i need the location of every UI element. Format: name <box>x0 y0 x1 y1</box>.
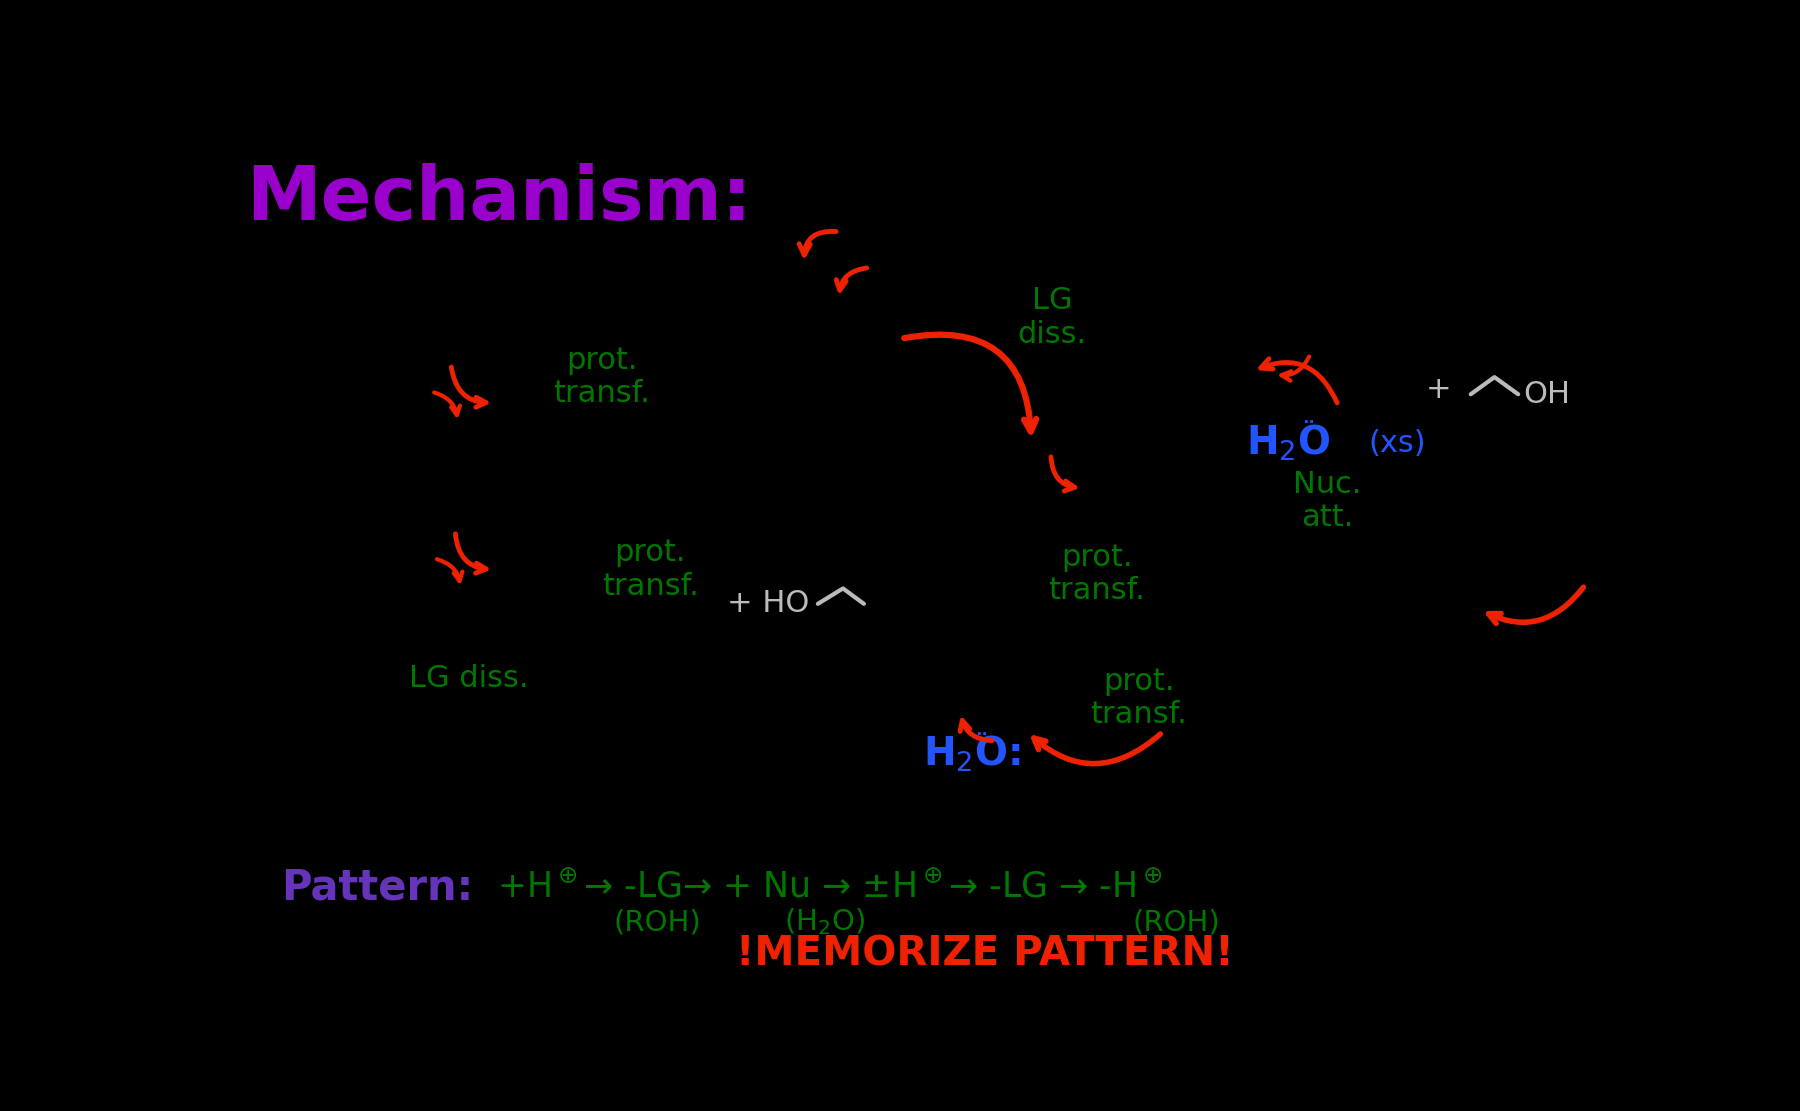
Text: LG diss.: LG diss. <box>409 663 529 693</box>
Text: prot.
transf.: prot. transf. <box>553 346 650 409</box>
Text: LG
diss.: LG diss. <box>1017 286 1087 349</box>
Text: +: + <box>1426 376 1451 404</box>
Text: !MEMORIZE PATTERN!: !MEMORIZE PATTERN! <box>736 934 1235 974</box>
Text: prot.
transf.: prot. transf. <box>601 539 698 601</box>
Text: Mechanism:: Mechanism: <box>247 163 752 237</box>
Text: (H$_2$O): (H$_2$O) <box>785 907 866 938</box>
Text: OH: OH <box>1525 380 1571 409</box>
Text: Pattern:: Pattern: <box>281 867 473 909</box>
Text: H$_2$O:: H$_2$O: <box>923 733 1021 773</box>
Text: prot.
transf.: prot. transf. <box>1091 667 1188 729</box>
Text: +H$^\oplus$→ -LG→ + Nu → ±H$^\oplus$→ -LG → -H$^\oplus$: +H$^\oplus$→ -LG→ + Nu → ±H$^\oplus$→ -L… <box>497 871 1163 904</box>
Text: H$_2$O: H$_2$O <box>1246 423 1330 463</box>
Text: + HO: + HO <box>727 589 810 619</box>
Text: (xs): (xs) <box>1368 429 1426 458</box>
Text: prot.
transf.: prot. transf. <box>1048 542 1145 605</box>
Text: (ROH): (ROH) <box>1132 908 1220 937</box>
Text: Nuc.
att.: Nuc. att. <box>1292 470 1361 532</box>
Text: (ROH): (ROH) <box>614 908 702 937</box>
